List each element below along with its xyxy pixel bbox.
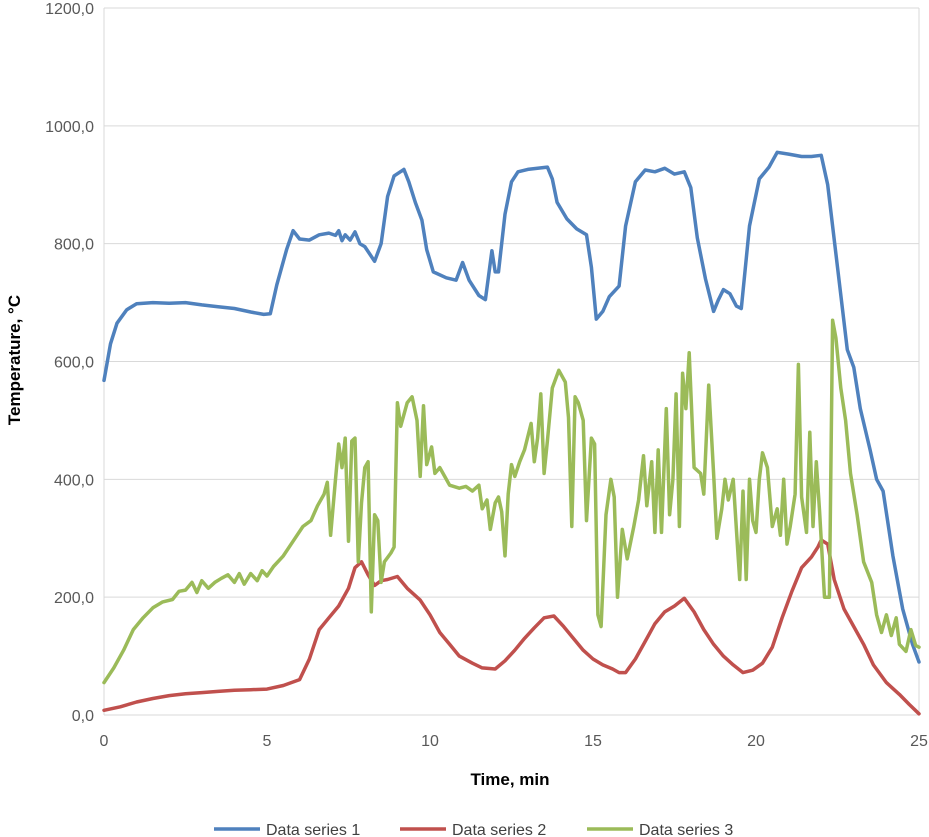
- y-tick-label: 1200,0: [45, 1, 94, 18]
- y-tick-label: 400,0: [54, 472, 94, 489]
- y-tick-label: 0,0: [72, 708, 94, 725]
- y-tick-label: 1000,0: [45, 119, 94, 136]
- axes: [103, 8, 920, 716]
- legend-label: Data series 2: [452, 822, 546, 837]
- x-tick-label: 20: [747, 733, 765, 750]
- legend: Data series 1 Data series 2 Data series 3: [214, 822, 733, 837]
- y-tick-label: 200,0: [54, 590, 94, 607]
- legend-label: Data series 3: [639, 822, 733, 837]
- y-tick-label: 600,0: [54, 355, 94, 372]
- series-line-3: [102, 318, 921, 685]
- y-tick-label: 800,0: [54, 237, 94, 254]
- x-tick-label: 15: [584, 733, 602, 750]
- y-axis-title: Temperature, °C: [5, 295, 24, 425]
- x-tick-label: 25: [910, 733, 928, 750]
- y-axis-ticks: 0,0 200,0 400,0 600,0 800,0 1000,0 1200,0: [45, 1, 94, 725]
- x-tick-label: 0: [100, 733, 109, 750]
- gridlines: [104, 7, 919, 598]
- data-lines: [102, 150, 921, 716]
- series-line-1: [102, 150, 921, 664]
- x-tick-label: 10: [421, 733, 439, 750]
- x-axis-title: Time, min: [470, 770, 549, 789]
- x-tick-label: 5: [263, 733, 272, 750]
- series-line-2: [102, 538, 921, 716]
- x-axis-ticks: 0 5 10 15 20 25: [100, 733, 928, 750]
- legend-label: Data series 1: [266, 822, 360, 837]
